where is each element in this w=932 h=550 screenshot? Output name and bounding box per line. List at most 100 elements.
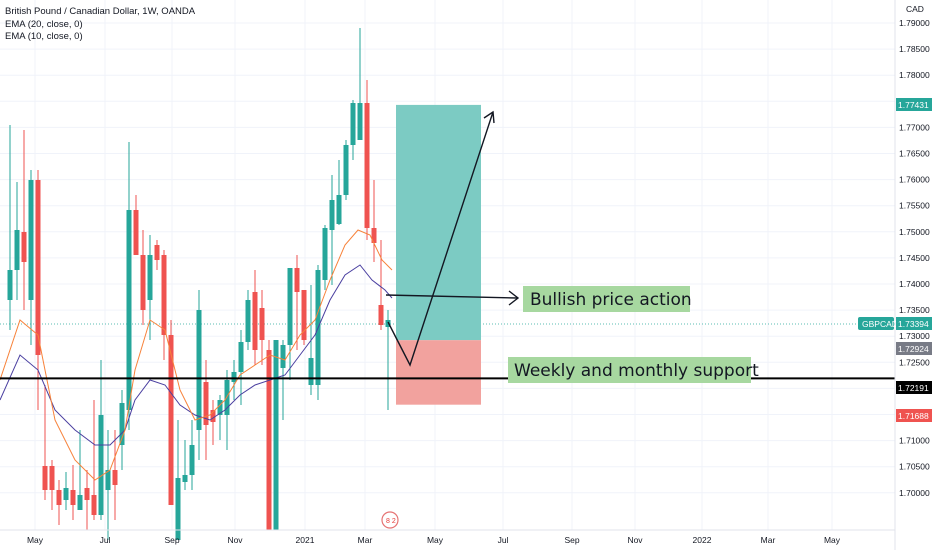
price-tag-stop-bg [896, 409, 932, 422]
price-tag-stop: 1.71688 [896, 409, 932, 422]
price-tick-label: 1.70500 [899, 462, 930, 472]
price-tick-label: 1.73000 [899, 331, 930, 341]
price-tag-entry: 1.72924 [896, 342, 932, 355]
candle-body [196, 310, 202, 430]
time-tick-label: Mar [358, 535, 373, 545]
currency-label: CAD [906, 4, 924, 14]
price-tag-target-text: 1.77431 [898, 100, 929, 110]
candle-body [161, 255, 167, 335]
candle-body [91, 495, 97, 515]
candle-body [238, 342, 244, 372]
loss-zone [396, 340, 481, 405]
time-tick-label: Jul [100, 535, 111, 545]
candle-body [175, 478, 181, 540]
symbol-tag: GBPCAD [858, 317, 898, 330]
candle-body [84, 488, 90, 500]
price-tag-current: 1.73394 [896, 317, 932, 330]
price-tick-label: 1.74500 [899, 253, 930, 263]
candle-body [112, 470, 118, 485]
price-tag-entry-bg [896, 342, 932, 355]
indicator-ema20: EMA (20, close, 0) [5, 19, 83, 30]
events-badge[interactable]: 8 2 [381, 511, 399, 529]
profit-zone [396, 104, 481, 341]
candle-body [308, 358, 314, 385]
candle-body [343, 145, 349, 195]
candle-body [371, 228, 377, 243]
event-icon [381, 511, 399, 529]
time-tick-label: Sep [164, 535, 179, 545]
candle-body [273, 340, 279, 530]
price-tag-current-bg [896, 317, 932, 330]
symbol-tag-bg [858, 317, 894, 330]
price-tag-support-text: 1.72191 [898, 383, 929, 393]
price-tick-label: 1.72500 [899, 357, 930, 367]
candle-body [182, 475, 188, 482]
candle-body [266, 350, 272, 530]
time-tick-label: Mar [761, 535, 776, 545]
candle-body [35, 180, 41, 355]
bullish-annotation-box[interactable] [523, 286, 690, 312]
candle-body [126, 210, 132, 410]
price-tick-label: 1.75500 [899, 201, 930, 211]
candle-body [301, 290, 307, 340]
candle-body [77, 495, 83, 510]
candle-body [294, 268, 300, 292]
candle-body [210, 410, 216, 422]
bullish-arrowhead [508, 290, 520, 306]
price-tag-support: 1.72191 [896, 381, 932, 394]
time-tick-label: Jul [498, 535, 509, 545]
candle-body [56, 490, 62, 505]
candle-body [350, 103, 356, 145]
price-tag-current-text: 1.73394 [898, 319, 929, 329]
candle-body [7, 270, 13, 300]
candle-body [168, 335, 174, 505]
symbol-label: GBPCAD [862, 319, 898, 329]
candle-body [252, 292, 258, 350]
chart-title: British Pound / Canadian Dollar, 1W, OAN… [5, 6, 196, 17]
position-zones [396, 104, 481, 405]
price-tick-label: 1.70000 [899, 488, 930, 498]
candle-body [217, 400, 223, 415]
time-tick-label: Nov [627, 535, 643, 545]
candle-body [70, 490, 76, 505]
candle-body [42, 466, 48, 490]
time-axis[interactable]: May Jul Sep Nov 2021 Mar May Jul Sep Nov 2022 Mar Ma… [0, 529, 895, 545]
candle-body [154, 245, 160, 260]
ema-lines [0, 229, 393, 481]
price-tick-label: 1.76000 [899, 175, 930, 185]
price-tag-support-bg [896, 381, 932, 394]
time-tick-label: 2021 [296, 535, 315, 545]
time-tick-label: May [27, 535, 44, 545]
candle-body [147, 255, 153, 300]
candle-body [140, 255, 146, 310]
price-tag-stop-text: 1.71688 [898, 411, 929, 421]
candle-body [378, 305, 384, 325]
candle-body [63, 488, 69, 500]
time-tick-label: May [824, 535, 841, 545]
price-tag-target-bg [896, 98, 932, 111]
projection-arrow [387, 111, 494, 367]
candle-body [133, 210, 139, 255]
candle-body [322, 228, 328, 280]
projection-arrowhead [483, 110, 495, 124]
candle-body [245, 300, 251, 342]
candle-body [49, 466, 55, 490]
price-tick-label: 1.78500 [899, 44, 930, 54]
ema10-line [0, 229, 393, 481]
candle-body [189, 445, 195, 475]
price-tag-target: 1.77431 [896, 98, 932, 111]
price-tick-label: 1.77000 [899, 122, 930, 132]
time-tick-label: Nov [227, 535, 243, 545]
candle-body [259, 308, 265, 340]
event-count: 8 2 [386, 518, 396, 525]
candle-body [203, 382, 209, 425]
candle-body [119, 403, 125, 445]
time-tick-label: Sep [564, 535, 579, 545]
candle-body [231, 372, 237, 382]
price-tick-label: 1.78000 [899, 70, 930, 80]
candle-body [280, 345, 286, 368]
candle-body [287, 268, 293, 345]
support-annotation-box[interactable] [508, 357, 751, 383]
price-tick-label: 1.74000 [899, 279, 930, 289]
